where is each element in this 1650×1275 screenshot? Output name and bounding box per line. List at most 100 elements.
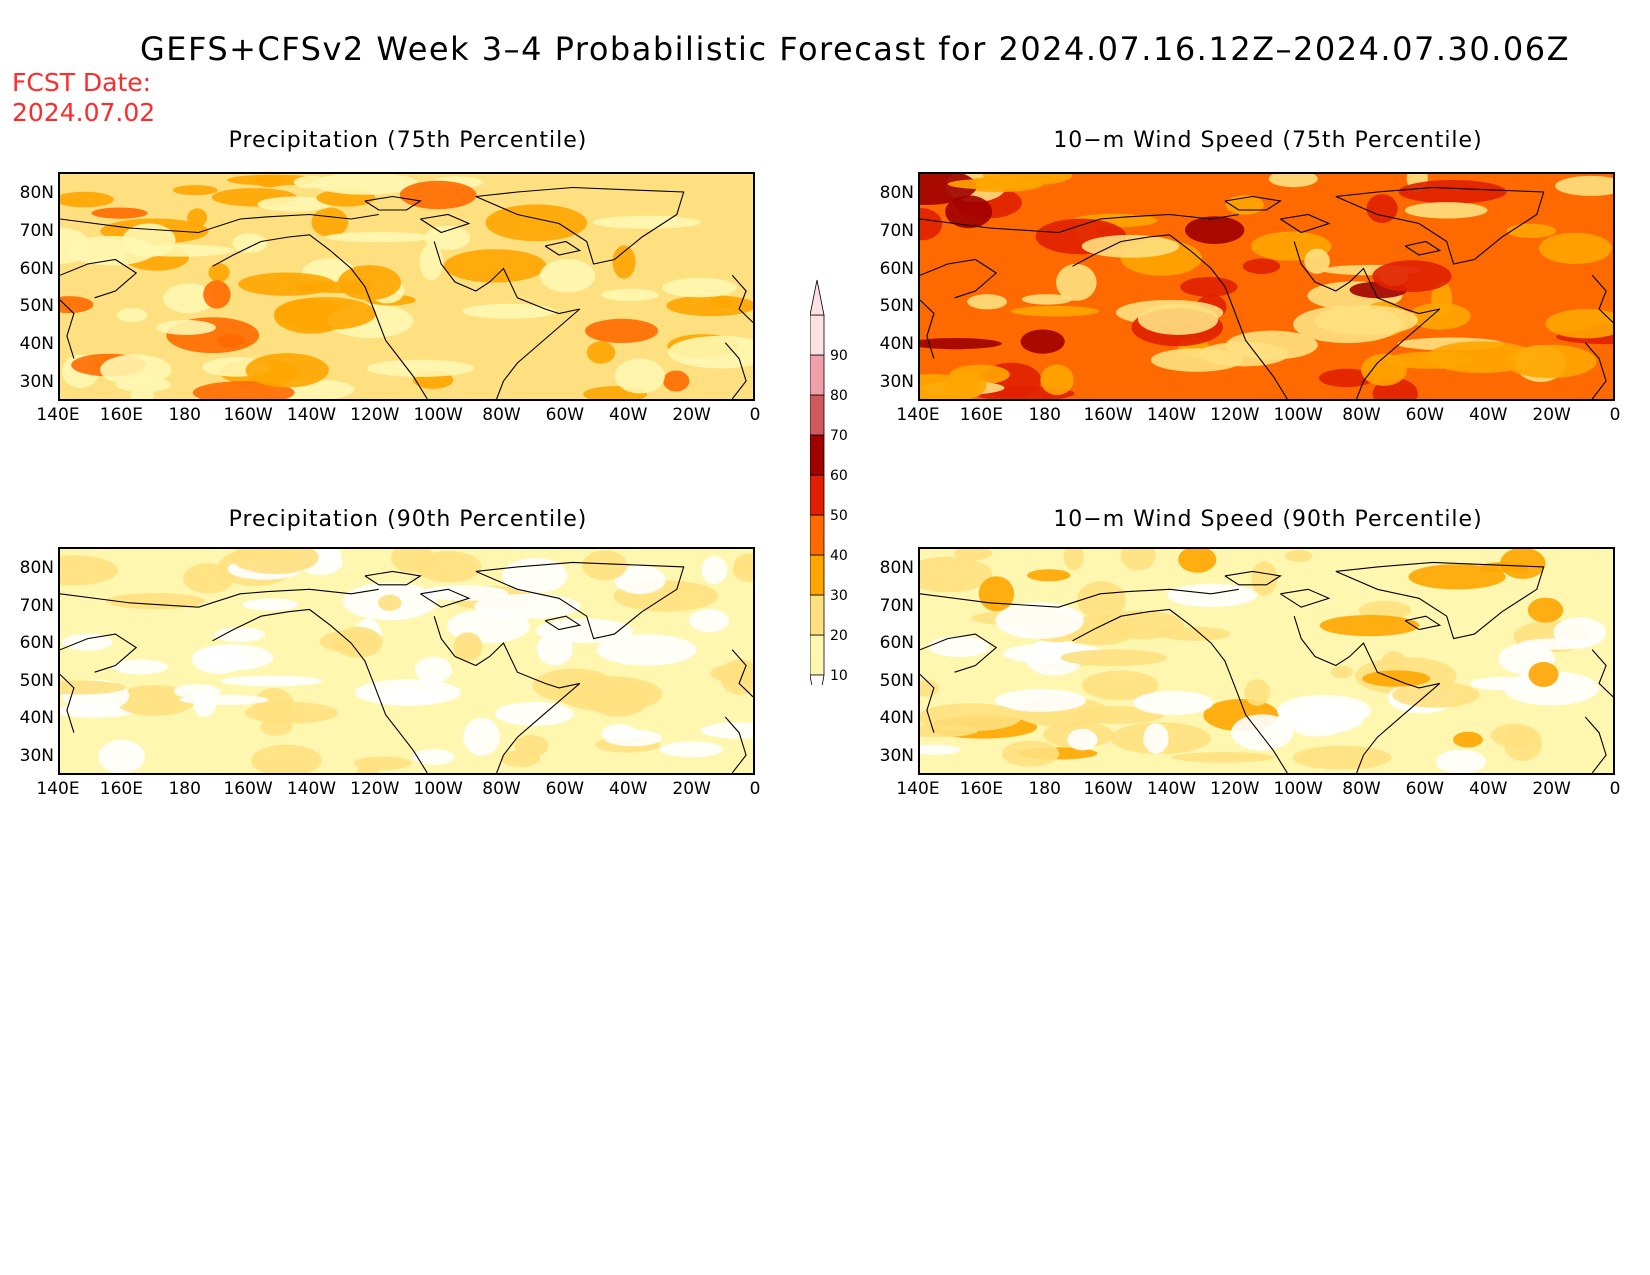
field-patch — [187, 208, 208, 227]
field-patch — [1409, 302, 1471, 330]
lon-tick-label: 140E — [896, 405, 940, 425]
lon-tick-label: 60W — [545, 405, 585, 425]
field-patch — [231, 549, 319, 574]
field-patch — [91, 207, 148, 219]
field-patch — [1366, 194, 1398, 223]
coastline — [1356, 682, 1441, 773]
field-patch — [98, 739, 145, 773]
lon-tick-label: 100W — [413, 779, 463, 799]
field-patch — [462, 303, 556, 319]
coastline — [1404, 615, 1442, 631]
coastline — [475, 186, 685, 265]
coastline — [1293, 616, 1440, 689]
lon-tick-label: 120W — [1210, 405, 1260, 425]
lat-tick-label: 50N — [879, 670, 914, 691]
field-patch — [995, 602, 1084, 639]
lon-tick-label: 160E — [99, 405, 143, 425]
field-patch — [943, 370, 987, 399]
field-patch — [1291, 700, 1365, 734]
forecast-date: FCST Date: 2024.07.02 — [12, 68, 155, 128]
lon-tick-label: 160W — [223, 779, 273, 799]
field-patch — [920, 338, 1002, 350]
colorbar-segment — [810, 634, 825, 676]
lat-tick-label: 70N — [879, 220, 914, 241]
lon-tick-label: 160E — [959, 779, 1003, 799]
coastline — [433, 616, 580, 689]
colorbar-label: 80 — [830, 388, 848, 404]
lat-tick-label: 30N — [19, 746, 54, 766]
field-patch — [1330, 665, 1353, 679]
field-patch — [557, 676, 663, 712]
panel-title-precip-75: Precipitation (75th Percentile) — [228, 128, 588, 153]
lon-tick-label: 100W — [1273, 779, 1323, 799]
lat-tick-label: 80N — [879, 183, 914, 203]
field-patch — [116, 308, 148, 323]
field-patch — [257, 196, 333, 212]
field-patch — [112, 659, 168, 675]
field-patch — [232, 233, 267, 253]
lat-tick-label: 30N — [879, 372, 914, 392]
field-patch — [592, 215, 701, 229]
colorbar-label: 30 — [830, 588, 848, 604]
field-patch — [1408, 564, 1506, 590]
coastline — [724, 342, 747, 399]
colorbar-label: 90 — [830, 348, 848, 364]
coastline — [212, 608, 428, 773]
map-precip-75 — [58, 172, 755, 401]
lat-tick-label: 80N — [19, 558, 54, 578]
field-patch — [378, 594, 402, 611]
field-patch — [220, 675, 323, 687]
map-field — [60, 549, 753, 773]
panel-title-wind-75: 10−m Wind Speed (75th Percentile) — [1053, 128, 1483, 153]
field-patch — [245, 353, 329, 388]
field-patch — [689, 609, 730, 633]
field-patch — [953, 549, 993, 561]
coastline — [60, 258, 138, 299]
field-patch — [353, 756, 412, 770]
coastline — [1335, 561, 1545, 640]
coastline — [920, 633, 998, 673]
map-field — [920, 174, 1613, 399]
field-patch — [614, 358, 665, 394]
field-patch — [494, 701, 574, 726]
field-patch — [203, 280, 231, 309]
field-patch — [1231, 714, 1294, 751]
field-patch — [1503, 671, 1599, 706]
field-patch — [1242, 258, 1281, 274]
lat-tick-label: 30N — [879, 746, 914, 766]
field-patch — [183, 563, 235, 594]
field-patch — [920, 744, 961, 755]
coastline — [920, 213, 1239, 234]
coastline — [433, 241, 580, 315]
field-patch — [1539, 232, 1612, 265]
field-patch — [1490, 723, 1538, 747]
field-patch — [1244, 679, 1270, 706]
colorbar-label: 20 — [830, 628, 848, 644]
coastline — [1072, 608, 1288, 773]
field-patch — [1545, 309, 1613, 339]
field-patch — [313, 174, 419, 195]
map-field — [920, 549, 1613, 773]
field-patch — [173, 185, 218, 196]
lon-tick-label: 80W — [482, 779, 521, 799]
coastline — [1591, 274, 1613, 323]
coastline — [1072, 234, 1288, 399]
field-patch — [586, 341, 616, 364]
colorbar-segment — [810, 394, 825, 436]
lat-tick-label: 60N — [879, 633, 914, 654]
field-patch — [734, 553, 753, 574]
lon-tick-label: 20W — [672, 405, 711, 425]
field-patch — [1180, 277, 1238, 297]
field-patch — [1361, 353, 1407, 386]
lat-tick-label: 40N — [879, 708, 914, 729]
map-field — [60, 174, 753, 399]
colorbar-segment — [810, 314, 825, 356]
colorbar-label: 50 — [830, 508, 848, 524]
field-patch — [1404, 202, 1488, 219]
lon-tick-label: 140W — [1146, 405, 1197, 425]
coastline — [364, 195, 422, 211]
field-patch — [1011, 305, 1099, 317]
field-patch — [208, 263, 230, 282]
lon-tick-label: 80W — [1342, 405, 1381, 425]
lon-tick-label: 160W — [223, 405, 273, 425]
